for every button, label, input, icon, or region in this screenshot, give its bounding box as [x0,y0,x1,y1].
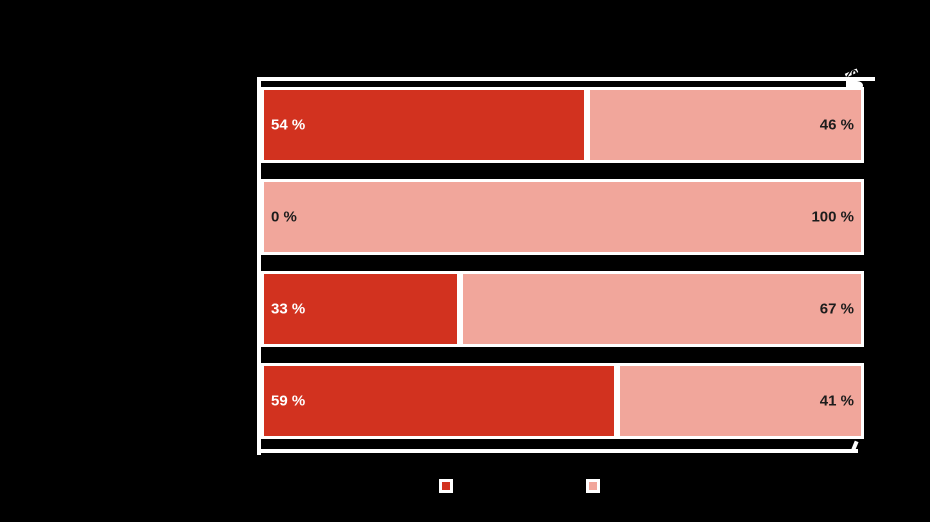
axis-top-line [257,77,875,81]
bar-segment-1[interactable] [261,271,460,347]
bar-label-right: 100 % [811,208,854,226]
axis-top-right-hook [846,81,863,90]
bar-label-left: 0 % [271,208,297,226]
bar-label-left: 54 % [271,116,306,134]
bar-row: 59 % 41 % [261,363,864,439]
bar-segment-2[interactable] [459,271,864,347]
legend-item-1[interactable] [439,479,499,493]
bar-row: 54 % 46 % [261,87,864,163]
legend-swatch-icon [586,479,600,493]
bar-label-right: 67 % [819,300,854,318]
bar-label-right: 41 % [819,392,854,410]
bar-label-left: 59 % [271,392,306,410]
legend-item-2[interactable] [586,479,646,493]
bar-label-right: 46 % [819,116,854,134]
bar-segment-2[interactable] [586,87,864,163]
bar-row: 33 % 67 % [261,271,864,347]
bar-segment-2[interactable] [261,179,864,255]
axis-max-label: 100 % [810,64,858,81]
legend-swatch-color [589,482,597,490]
axis-min-label: 0 % [259,64,289,81]
bar-segment-1[interactable] [261,87,587,163]
axis-left-line [257,77,261,455]
bar-label-left: 33 % [271,300,306,318]
bar-rows: 54 % 46 % 0 % 100 % 33 % 67 % 59 % 41 % [261,87,864,455]
axis-bottom-line [257,449,858,453]
bar-row: 0 % 100 % [261,179,864,255]
bar-segment-2[interactable] [616,363,864,439]
legend [439,479,646,493]
legend-swatch-icon [439,479,453,493]
bar-segment-1[interactable] [261,363,617,439]
legend-swatch-color [442,482,450,490]
